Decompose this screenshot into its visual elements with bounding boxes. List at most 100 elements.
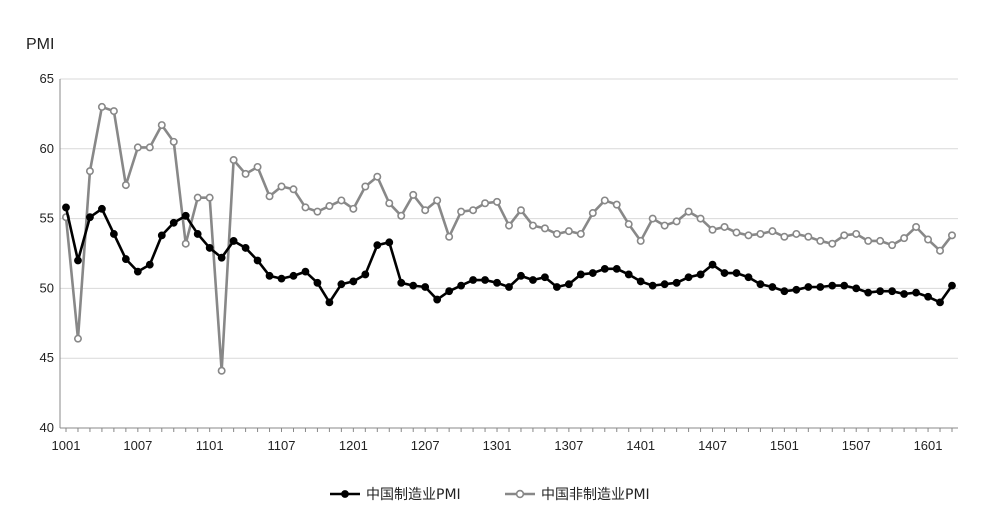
data-point [157,231,166,240]
data-point [636,277,645,286]
data-point [421,283,430,291]
x-tick-label: 1301 [483,438,512,453]
data-point [864,236,873,245]
legend-swatch-marker [341,490,349,498]
series-0 [62,203,956,307]
data-point [780,287,789,296]
data-point [624,220,633,229]
x-tick-label: 1401 [626,438,655,453]
x-tick-label: 1501 [770,438,799,453]
data-point [169,137,178,146]
data-point [349,204,358,213]
data-point [349,277,358,286]
x-tick-label: 1601 [914,438,943,453]
data-point [169,218,178,227]
y-tick-label: 55 [40,211,54,226]
data-point [768,283,777,291]
data-point [648,281,657,290]
data-point [576,270,585,279]
data-point [337,280,346,289]
data-point [768,227,777,236]
data-point [421,206,430,215]
y-axis-label: PMI [26,36,54,53]
data-point [696,270,705,279]
data-point [493,197,502,206]
data-point [229,155,238,164]
data-point [708,260,717,269]
data-point [804,283,813,291]
data-point [157,121,166,130]
data-point [241,244,250,252]
data-point [265,271,274,280]
data-point [313,278,322,287]
data-point [98,204,106,213]
data-point [145,260,154,269]
data-point [684,273,693,282]
data-point [792,285,801,294]
data-point [86,213,94,222]
data-point [301,203,310,212]
data-point [541,273,549,282]
data-point [720,269,729,277]
data-point [924,235,933,244]
data-point [385,199,394,208]
data-point [540,224,549,233]
data-point [193,193,202,202]
x-tick-label: 1407 [698,438,727,453]
x-tick-label: 1307 [554,438,583,453]
data-point [780,232,789,241]
data-point [253,162,262,171]
data-point [265,192,274,201]
x-tick-label: 1201 [339,438,368,453]
data-point [469,276,477,284]
data-point [552,283,561,291]
data-point [121,255,130,263]
x-tick-labels: 1001 1007 1101 1107 1201 1207 1301 1307 1401 1407… [52,428,953,453]
data-point [864,288,873,297]
data-point [516,206,525,215]
data-point [816,283,825,291]
data-point [600,264,609,273]
y-tick-label: 60 [40,141,54,156]
series-1 [61,102,956,375]
data-point [876,236,885,245]
data-point [409,281,418,290]
data-point [672,278,681,287]
data-point [900,290,909,298]
data-point [337,196,346,205]
data-point [588,269,597,277]
y-tick-label: 65 [40,71,54,86]
data-point [588,209,597,218]
data-point [947,231,956,240]
data-point [373,241,382,250]
data-point [181,239,190,248]
data-point [481,276,489,284]
legend-label: 中国非制造业PMI [541,487,650,503]
data-point [253,256,262,265]
data-point [493,278,501,287]
data-point [361,182,370,191]
data-point [828,239,837,248]
data-point [289,185,298,194]
data-point [325,202,334,211]
data-point [217,366,226,375]
data-point [445,232,454,241]
data-point [732,228,741,237]
data-point [397,211,406,220]
data-point [888,241,897,250]
x-tick-label: 1001 [52,438,81,453]
data-point [73,334,82,343]
y-tick-labels: 40 45 50 55 60 65 [40,71,54,435]
data-point [756,229,765,238]
data-point [361,270,370,279]
data-point [600,196,609,205]
data-point [528,221,537,230]
data-point [732,269,741,277]
data-point [888,287,897,296]
data-point [876,287,885,296]
data-point [852,284,861,293]
data-point [505,283,513,291]
x-tick-label: 1207 [411,438,440,453]
data-point [109,107,118,116]
